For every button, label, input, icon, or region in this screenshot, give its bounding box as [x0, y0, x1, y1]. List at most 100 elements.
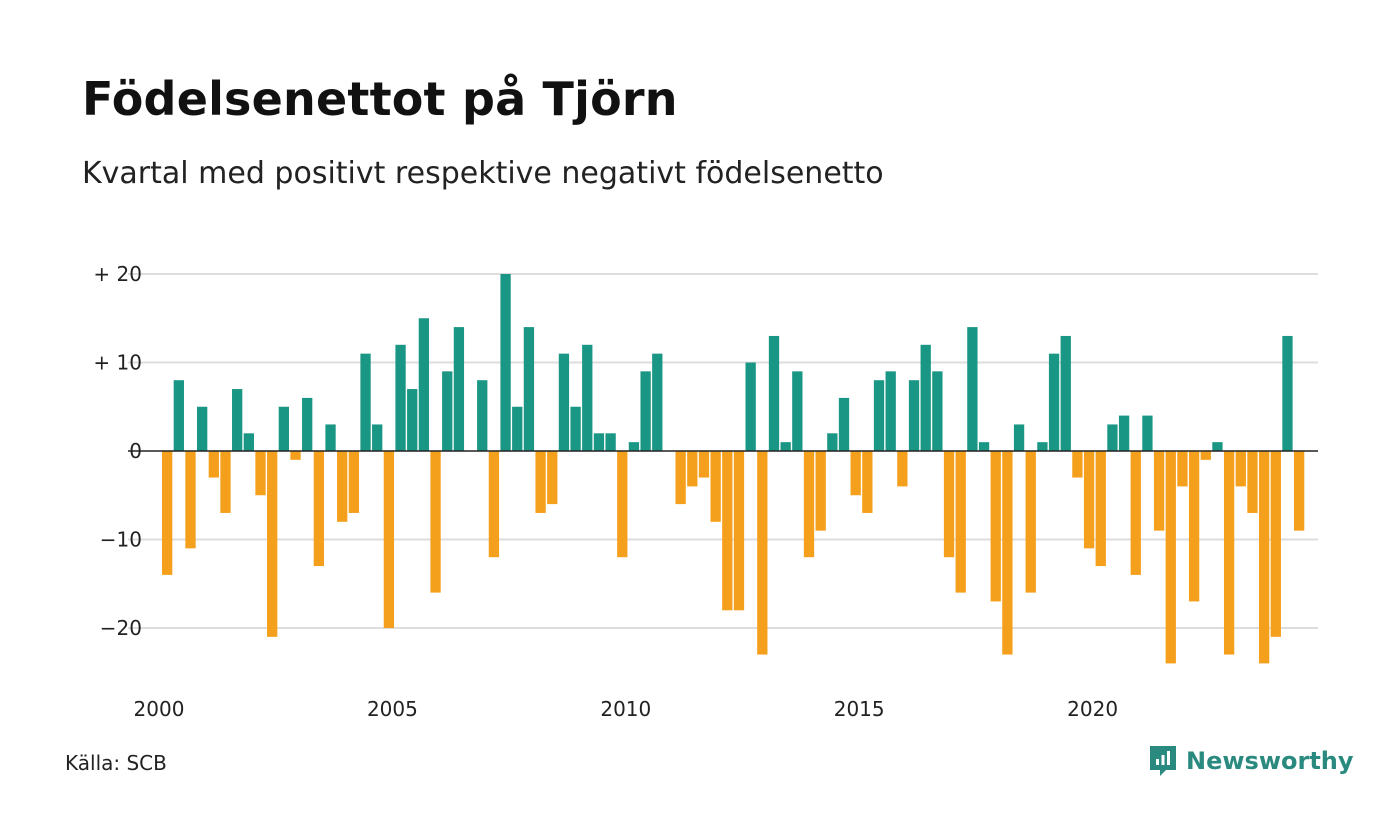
bar-positive	[978, 442, 990, 451]
bar-negative	[1165, 451, 1176, 664]
bar-positive	[1060, 335, 1071, 451]
bar-negative	[488, 451, 500, 558]
bar-negative	[862, 451, 873, 513]
bar-positive	[278, 406, 289, 451]
bar-positive	[652, 353, 663, 451]
y-tick-label: + 10	[93, 351, 142, 375]
bar-negative	[722, 451, 733, 611]
x-axis-labels: 2000 2005 2010 2015 2020	[134, 697, 1119, 721]
bar-negative	[535, 451, 546, 513]
bar-positive	[745, 362, 756, 451]
bar-positive	[442, 371, 453, 451]
bar-positive	[372, 424, 383, 451]
bar-positive	[570, 406, 581, 451]
bar-positive	[1118, 415, 1130, 451]
y-tick-label: + 20	[93, 262, 142, 286]
x-tick-label: 2020	[1067, 697, 1118, 721]
bar-negative	[430, 451, 441, 593]
bar-negative	[1177, 451, 1188, 487]
x-tick-label: 2000	[134, 697, 185, 721]
bar-negative	[208, 451, 219, 478]
bar-negative	[850, 451, 861, 496]
bar-negative	[990, 451, 1001, 602]
brand-name: Newsworthy	[1186, 747, 1354, 775]
bar-positive	[232, 389, 243, 451]
bar-positive	[827, 433, 838, 451]
bar-negative	[1002, 451, 1013, 655]
bar-negative	[617, 451, 628, 558]
y-tick-label: −10	[100, 528, 142, 552]
bar-positive	[500, 274, 511, 451]
bar-positive	[1107, 424, 1118, 451]
chart-title: Födelsenettot på Tjörn	[82, 72, 678, 126]
bar-positive	[1142, 415, 1153, 451]
bar-negative	[185, 451, 196, 549]
bar-negative	[897, 451, 908, 487]
x-tick-label: 2005	[367, 697, 418, 721]
bar-negative	[348, 451, 360, 513]
y-tick-label: −20	[100, 616, 142, 640]
bar-negative	[220, 451, 231, 513]
bar-negative	[267, 451, 278, 637]
bar-negative	[1083, 451, 1095, 549]
bar-positive	[360, 353, 371, 451]
x-tick-label: 2010	[600, 697, 651, 721]
bar-negative	[1258, 451, 1270, 664]
bar-positive	[558, 353, 570, 451]
bar-positive	[640, 371, 651, 451]
bar-positive	[325, 424, 336, 451]
bar-positive	[1048, 353, 1060, 451]
bar-positive	[407, 389, 418, 451]
bar-negative	[943, 451, 955, 558]
bar-positive	[582, 344, 593, 451]
bar-positive	[885, 371, 896, 451]
bar-positive	[605, 433, 616, 451]
bar-negative	[1153, 451, 1165, 531]
newsworthy-logo-icon	[1150, 746, 1176, 776]
bar-positive	[523, 327, 535, 451]
bar-positive	[418, 318, 430, 451]
bar-negative	[675, 451, 686, 505]
bar-positive	[967, 327, 978, 451]
bar-positive	[243, 433, 254, 451]
bar-positive	[628, 442, 640, 451]
y-axis-labels: + 20+ 100−10−20	[93, 262, 142, 640]
bar-negative	[815, 451, 826, 531]
bar-negative	[1247, 451, 1258, 513]
bar-negative	[687, 451, 698, 487]
bar-positive	[593, 433, 605, 451]
bar-negative	[757, 451, 768, 655]
bar-negative	[337, 451, 348, 522]
bar-positive	[838, 397, 850, 451]
bar-negative	[1072, 451, 1083, 478]
bar-positive	[780, 442, 791, 451]
bar-negative	[733, 451, 745, 611]
bar-positive	[1212, 442, 1223, 451]
bar-positive	[302, 397, 313, 451]
bar-positive	[173, 380, 184, 451]
bar-negative	[1270, 451, 1281, 637]
bar-negative	[710, 451, 721, 522]
bar-negative	[383, 451, 395, 628]
bar-positive	[395, 344, 406, 451]
bar-negative	[547, 451, 558, 505]
bar-positive	[512, 406, 523, 451]
bar-positive	[768, 335, 780, 451]
bar-negative	[1188, 451, 1200, 602]
bar-negative	[290, 451, 301, 460]
bar-positive	[1013, 424, 1025, 451]
chart-subtitle: Kvartal med positivt respektive negativt…	[82, 156, 884, 191]
bar-positive	[792, 371, 803, 451]
bar-negative	[1025, 451, 1036, 593]
bar-positive	[873, 380, 885, 451]
bar-negative	[1095, 451, 1106, 567]
bar-negative	[1223, 451, 1235, 655]
bar-negative	[313, 451, 325, 567]
x-tick-label: 2015	[834, 697, 885, 721]
bar-positive	[908, 380, 920, 451]
bar-positive	[477, 380, 488, 451]
bars	[162, 274, 1305, 664]
bar-positive	[197, 406, 208, 451]
bar-positive	[453, 327, 465, 451]
